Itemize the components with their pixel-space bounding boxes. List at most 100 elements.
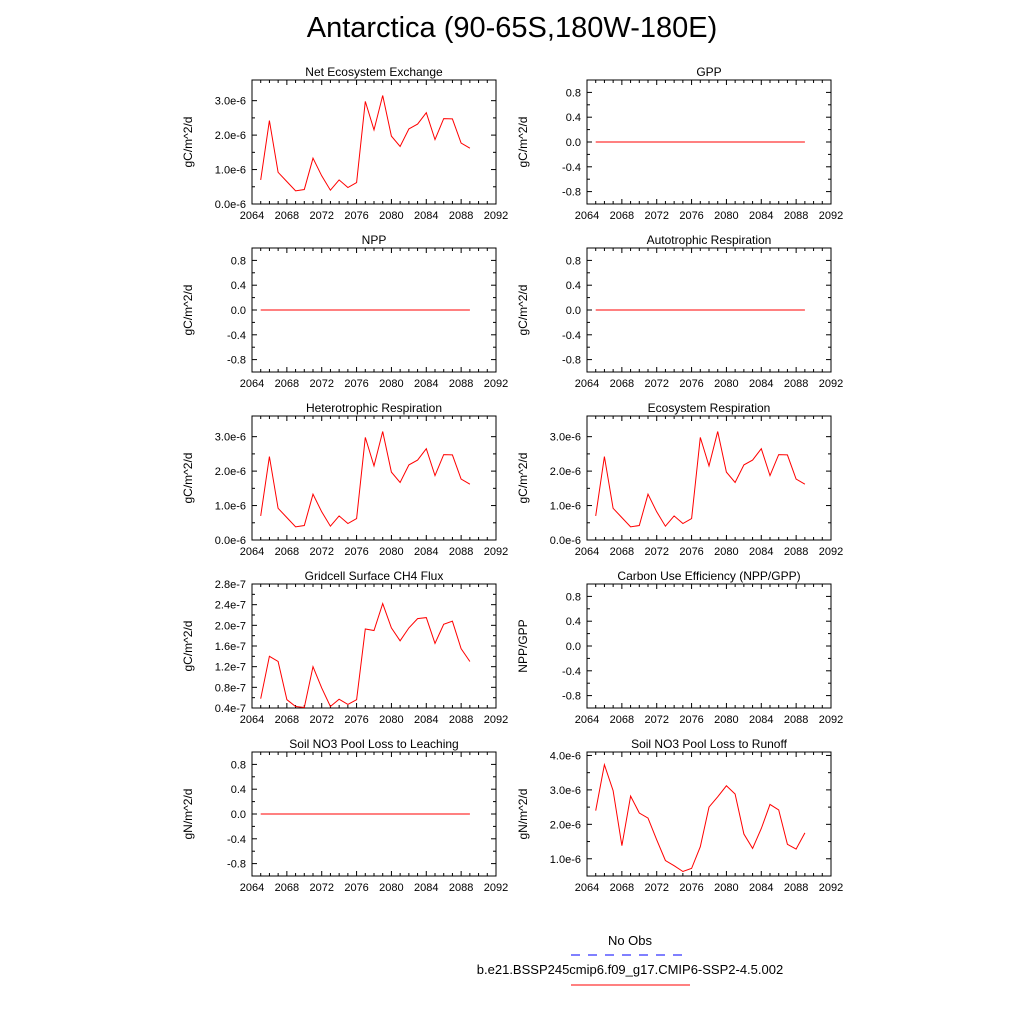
legend-label-case: b.e21.BSSP245cmip6.f09_g17.CMIP6-SSP2-4.… [476, 962, 784, 977]
y-tick-label: 0.4 [566, 280, 581, 292]
x-tick-label: 2076 [344, 378, 368, 390]
y-tick-label: 0.8e-7 [215, 682, 246, 694]
y-tick-label: 0.0e-6 [215, 199, 246, 211]
y-tick-label: -0.8 [562, 355, 581, 367]
y-tick-label: 0.8 [231, 759, 246, 771]
y-tick-label: 3.0e-6 [215, 96, 246, 108]
x-tick-label: 2064 [575, 378, 599, 390]
x-tick-label: 2080 [379, 378, 403, 390]
y-axis-label-7: NPP/GPP [516, 619, 530, 672]
y-tick-label: 1.6e-7 [215, 641, 246, 653]
y-tick-label: 0.0 [231, 305, 246, 317]
x-tick-label: 2088 [449, 546, 473, 558]
x-tick-label: 2072 [644, 882, 668, 894]
panel-title-4: Heterotrophic Respiration [306, 401, 442, 415]
y-axis-label-4: gC/m^2/d [181, 453, 195, 504]
legend-label-no-obs: No Obs [607, 933, 653, 948]
y-tick-label: 2.4e-7 [215, 600, 246, 612]
x-tick-label: 2080 [714, 210, 738, 222]
y-tick-label: 0.4 [566, 616, 581, 628]
x-tick-label: 2080 [714, 714, 738, 726]
x-tick-label: 2068 [275, 714, 299, 726]
y-tick-label: 0.4 [231, 784, 246, 796]
y-tick-label: 2.0e-6 [550, 466, 581, 478]
x-tick-label: 2064 [240, 210, 264, 222]
x-tick-label: 2080 [714, 546, 738, 558]
x-tick-label: 2076 [344, 714, 368, 726]
x-tick-label: 2064 [575, 210, 599, 222]
panel-title-2: NPP [362, 233, 387, 247]
x-tick-label: 2088 [449, 714, 473, 726]
y-tick-label: 4.0e-6 [550, 750, 581, 762]
y-axis-label-6: gC/m^2/d [181, 621, 195, 672]
x-tick-label: 2080 [379, 210, 403, 222]
x-tick-label: 2076 [344, 210, 368, 222]
x-tick-label: 2068 [610, 210, 634, 222]
y-tick-label: 2.8e-7 [215, 579, 246, 591]
x-tick-label: 2088 [784, 546, 808, 558]
x-tick-label: 2084 [414, 714, 438, 726]
panel-title-1: GPP [696, 65, 721, 79]
y-axis-label-8: gN/m^2/d [181, 789, 195, 840]
panel-title-6: Gridcell Surface CH4 Flux [305, 569, 444, 583]
y-tick-label: -0.8 [562, 691, 581, 703]
x-tick-label: 2088 [784, 210, 808, 222]
y-tick-label: 0.8 [566, 591, 581, 603]
panel-title-3: Autotrophic Respiration [647, 233, 772, 247]
x-tick-label: 2064 [240, 714, 264, 726]
y-tick-label: 2.0e-6 [550, 819, 581, 831]
y-tick-label: -0.4 [227, 834, 246, 846]
panel-title-7: Carbon Use Efficiency (NPP/GPP) [617, 569, 800, 583]
x-tick-label: 2076 [679, 882, 703, 894]
x-tick-label: 2084 [749, 210, 773, 222]
y-tick-label: 0.8 [566, 255, 581, 267]
y-tick-label: -0.8 [227, 859, 246, 871]
series-line-4-0 [260, 431, 471, 528]
x-tick-label: 2072 [309, 378, 333, 390]
x-tick-label: 2088 [784, 882, 808, 894]
series-line-5-0 [595, 431, 806, 528]
y-tick-label: -0.4 [227, 330, 246, 342]
x-tick-label: 2092 [484, 210, 508, 222]
y-tick-label: 2.0e-6 [215, 130, 246, 142]
y-tick-label: 2.0e-6 [215, 466, 246, 478]
x-tick-label: 2072 [644, 210, 668, 222]
y-tick-label: 0.0 [231, 809, 246, 821]
x-tick-label: 2092 [819, 546, 843, 558]
y-tick-label: 2.0e-7 [215, 620, 246, 632]
x-tick-label: 2076 [344, 546, 368, 558]
x-tick-label: 2080 [714, 378, 738, 390]
x-tick-label: 2064 [240, 882, 264, 894]
y-tick-label: 0.0 [566, 641, 581, 653]
x-tick-label: 2092 [484, 378, 508, 390]
x-tick-label: 2072 [644, 378, 668, 390]
x-tick-label: 2064 [240, 546, 264, 558]
series-line-9-0 [595, 762, 806, 873]
x-tick-label: 2080 [379, 714, 403, 726]
figure-title: Antarctica (90-65S,180W-180E) [306, 12, 718, 44]
y-tick-label: 0.8 [566, 87, 581, 99]
x-tick-label: 2088 [784, 378, 808, 390]
y-axis-label-0: gC/m^2/d [181, 117, 195, 168]
x-tick-label: 2088 [449, 210, 473, 222]
x-tick-label: 2076 [679, 378, 703, 390]
y-tick-label: 1.0e-6 [215, 165, 246, 177]
y-tick-label: 0.4e-7 [215, 703, 246, 715]
x-tick-label: 2084 [749, 378, 773, 390]
y-tick-label: -0.8 [562, 187, 581, 199]
panel-title-0: Net Ecosystem Exchange [305, 65, 443, 79]
x-tick-label: 2080 [714, 882, 738, 894]
y-tick-label: 1.2e-7 [215, 662, 246, 674]
x-tick-label: 2084 [749, 882, 773, 894]
x-tick-label: 2068 [275, 546, 299, 558]
x-tick-label: 2080 [379, 546, 403, 558]
series-line-0-0 [260, 95, 471, 192]
x-tick-label: 2088 [449, 882, 473, 894]
y-tick-label: 1.0e-6 [550, 854, 581, 866]
panel-title-8: Soil NO3 Pool Loss to Leaching [289, 737, 458, 751]
x-tick-label: 2068 [610, 546, 634, 558]
x-tick-label: 2092 [484, 546, 508, 558]
x-tick-label: 2084 [749, 546, 773, 558]
x-tick-label: 2084 [414, 210, 438, 222]
